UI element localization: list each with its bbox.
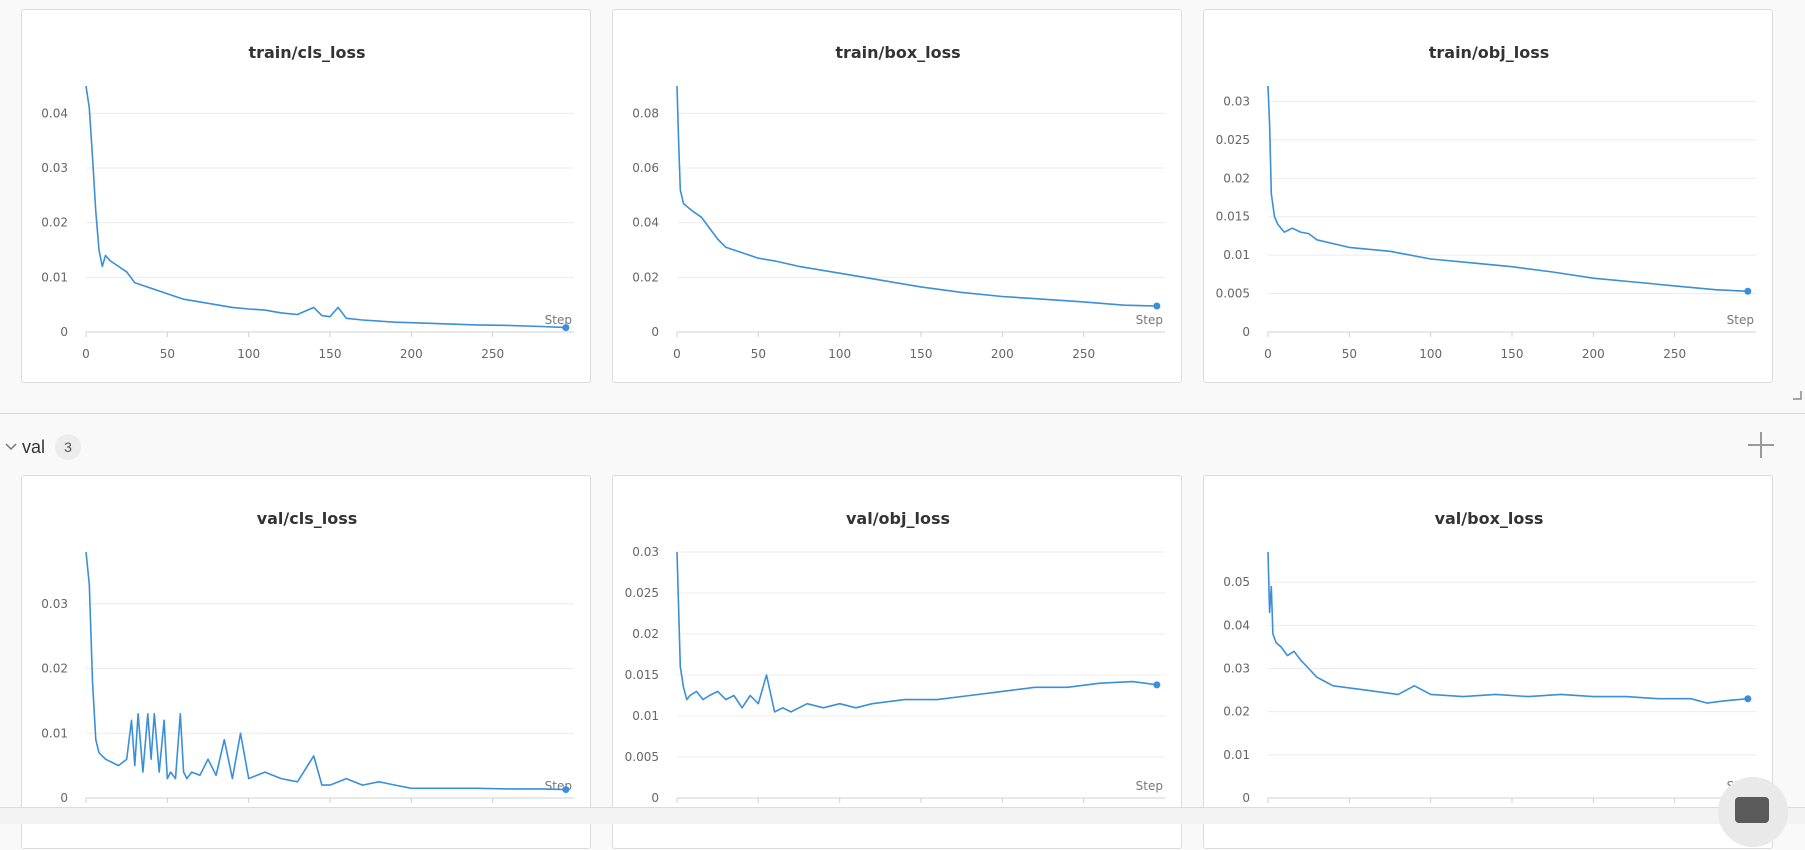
x-axis-label: Step (1136, 779, 1163, 793)
y-tick-label: 0 (1242, 791, 1250, 805)
y-tick-label: 0.04 (41, 106, 68, 120)
chart-title: train/obj_loss (1429, 43, 1550, 62)
bottom-bar (0, 807, 1805, 824)
x-tick-label: 0 (82, 347, 90, 361)
x-tick-label: 200 (991, 347, 1014, 361)
y-tick-label: 0.025 (625, 586, 659, 600)
y-tick-label: 0.01 (41, 726, 68, 740)
chart-panel-val-obj-loss[interactable]: val/obj_loss 0 0.005 0.01 0.015 0.02 0.025 0.03… (612, 475, 1182, 849)
last-point-marker[interactable] (562, 324, 570, 332)
y-tick-label: 0.01 (1223, 748, 1250, 762)
panel-count-badge: 3 (55, 434, 82, 460)
chart-val-obj-loss: val/obj_loss 0 0.005 0.01 0.015 0.02 0.025 0.03… (625, 509, 1165, 805)
series-line (85, 551, 566, 791)
x-tick-label: 100 (237, 347, 260, 361)
y-tick-label: 0 (60, 791, 68, 805)
x-tick-label: 150 (910, 347, 933, 361)
resize-handle-icon[interactable] (1792, 390, 1802, 400)
last-point-marker[interactable] (1744, 695, 1752, 703)
y-tick-label: 0.02 (41, 662, 68, 676)
last-point-marker[interactable] (562, 786, 570, 794)
chart-train-box-loss: train/box_loss 0 0.02 0.04 0.06 0.08 0 50 100 150… (632, 43, 1165, 361)
y-tick-label: 0.03 (41, 597, 68, 611)
chart-panel-train-box-loss[interactable]: train/box_loss 0 0.02 0.04 0.06 0.08 0 50 100 150… (612, 9, 1182, 383)
x-tick-label: 200 (400, 347, 423, 361)
y-tick-label: 0.01 (41, 270, 68, 284)
section-header-val[interactable]: val 3 (0, 430, 200, 464)
x-tick-label: 0 (673, 347, 681, 361)
x-axis-label: Step (1136, 313, 1163, 327)
x-axis-label: Step (545, 313, 572, 327)
y-tick-label: 0 (651, 325, 659, 339)
x-axis-label: Step (1727, 313, 1754, 327)
y-tick-label: 0.005 (1216, 287, 1250, 301)
y-tick-label: 0.03 (1223, 94, 1250, 108)
x-tick-label: 50 (1342, 347, 1357, 361)
y-tick-label: 0 (60, 325, 68, 339)
y-tick-label: 0.05 (1223, 575, 1250, 589)
chart-panel-train-obj-loss[interactable]: train/obj_loss 0 0.005 0.01 0.015 0.02 0.025 0.… (1203, 9, 1773, 383)
chart-train-obj-loss: train/obj_loss 0 0.005 0.01 0.015 0.02 0.025 0.… (1216, 43, 1756, 361)
y-tick-label: 0 (651, 791, 659, 805)
chart-title: val/box_loss (1435, 509, 1544, 528)
chevron-down-icon[interactable] (4, 440, 18, 454)
y-tick-label: 0.06 (632, 161, 659, 175)
series-line (676, 85, 1157, 307)
y-tick-label: 0 (1242, 325, 1250, 339)
y-tick-label: 0.005 (625, 750, 659, 764)
x-tick-label: 150 (319, 347, 342, 361)
last-point-marker[interactable] (1744, 287, 1752, 295)
y-tick-label: 0.015 (1216, 210, 1250, 224)
x-tick-label: 0 (1264, 347, 1272, 361)
y-tick-label: 0.03 (632, 545, 659, 559)
chart-train-cls-loss: train/cls_loss 0 0.01 0.02 0.03 0.04 0 50 100 150… (41, 43, 574, 361)
y-tick-label: 0.025 (1216, 133, 1250, 147)
y-tick-label: 0.02 (1223, 705, 1250, 719)
x-tick-label: 250 (1663, 347, 1686, 361)
chart-panel-val-cls-loss[interactable]: val/cls_loss 0 0.01 0.02 0.03 Step (21, 475, 591, 849)
y-tick-label: 0.01 (1223, 248, 1250, 262)
add-panel-icon[interactable] (1744, 428, 1778, 462)
x-tick-label: 200 (1582, 347, 1605, 361)
y-tick-label: 0.03 (1223, 662, 1250, 676)
series-line (676, 551, 1158, 713)
last-point-marker[interactable] (1153, 302, 1161, 310)
x-tick-label: 250 (481, 347, 504, 361)
chart-panel-train-cls-loss[interactable]: train/cls_loss 0 0.01 0.02 0.03 0.04 0 50 100 150… (21, 9, 591, 383)
y-tick-label: 0.04 (1223, 618, 1250, 632)
chart-title: train/cls_loss (248, 43, 365, 62)
y-tick-label: 0.03 (41, 161, 68, 175)
x-tick-label: 250 (1072, 347, 1095, 361)
chart-title: train/box_loss (835, 43, 960, 62)
y-tick-label: 0.02 (632, 627, 659, 641)
y-tick-label: 0.01 (632, 709, 659, 723)
series-line (85, 85, 566, 329)
x-tick-label: 50 (751, 347, 766, 361)
x-tick-label: 100 (828, 347, 851, 361)
y-tick-label: 0.04 (632, 216, 659, 230)
x-tick-label: 150 (1501, 347, 1524, 361)
section-title: val (22, 436, 46, 457)
x-tick-label: 100 (1419, 347, 1442, 361)
y-tick-label: 0.02 (632, 270, 659, 284)
y-tick-label: 0.02 (41, 216, 68, 230)
series-line (1267, 85, 1748, 293)
series-line (1267, 551, 1748, 704)
x-tick-label: 50 (160, 347, 175, 361)
last-point-marker[interactable] (1153, 681, 1161, 689)
y-tick-label: 0.015 (625, 668, 659, 682)
chat-icon (1735, 797, 1769, 823)
chart-title: val/cls_loss (257, 509, 358, 528)
section-divider (0, 413, 1805, 414)
y-tick-label: 0.08 (632, 106, 659, 120)
chart-title: val/obj_loss (846, 509, 950, 528)
y-tick-label: 0.02 (1223, 171, 1250, 185)
